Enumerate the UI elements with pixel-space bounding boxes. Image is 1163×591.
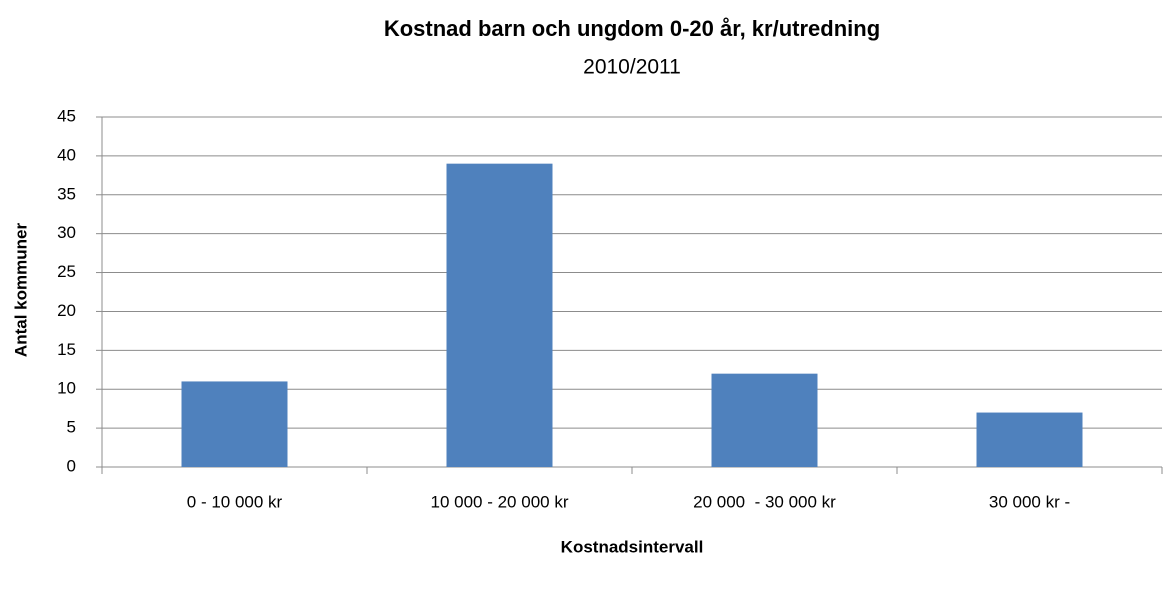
x-tick-label: 0 - 10 000 kr bbox=[187, 492, 283, 511]
y-tick-label: 10 bbox=[57, 379, 76, 398]
x-tick-label: 30 000 kr - bbox=[989, 492, 1070, 511]
y-tick-label: 15 bbox=[57, 340, 76, 359]
y-axis-title: Antal kommuner bbox=[11, 223, 30, 358]
x-tick-label: 20 000 - 30 000 kr bbox=[693, 492, 836, 511]
y-tick-label: 5 bbox=[67, 418, 76, 437]
x-axis-title: Kostnadsintervall bbox=[561, 537, 704, 556]
bar bbox=[181, 381, 288, 467]
y-tick-label: 40 bbox=[57, 145, 76, 164]
chart-title: Kostnad barn och ungdom 0-20 år, kr/utre… bbox=[384, 16, 880, 41]
bar bbox=[711, 373, 818, 467]
y-tick-label: 35 bbox=[57, 184, 76, 203]
y-tick-label: 0 bbox=[67, 456, 76, 475]
y-tick-label: 30 bbox=[57, 223, 76, 242]
y-tick-label: 25 bbox=[57, 262, 76, 281]
chart-subtitle: 2010/2011 bbox=[583, 56, 681, 79]
bar bbox=[976, 412, 1083, 467]
bar bbox=[446, 163, 553, 467]
y-tick-label: 20 bbox=[57, 301, 76, 320]
x-tick-label: 10 000 - 20 000 kr bbox=[431, 492, 569, 511]
y-tick-label: 45 bbox=[57, 106, 76, 125]
